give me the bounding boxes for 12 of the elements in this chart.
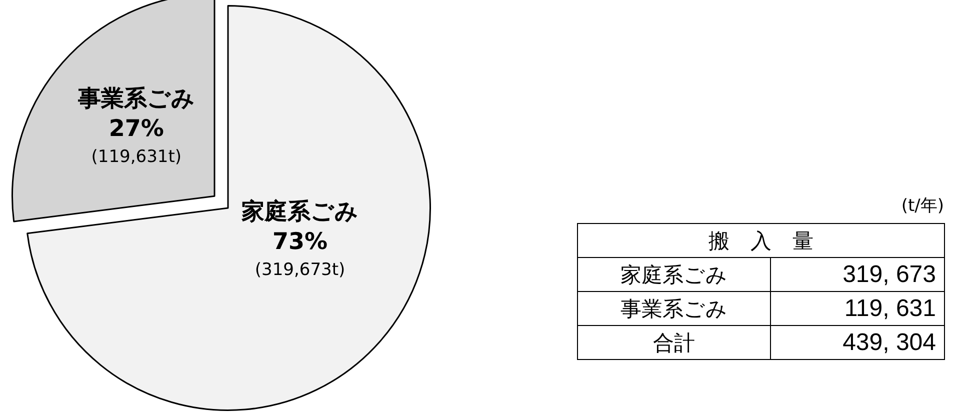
text: 119, 631 xyxy=(770,292,944,326)
text: 439, 304 xyxy=(770,326,944,360)
slice-label: 家庭系ごみ xyxy=(240,198,358,225)
category-label: 家庭系ごみ xyxy=(620,262,728,286)
text: (t/年) xyxy=(901,195,944,217)
text: 319, 673 xyxy=(770,258,944,292)
text: 搬 入 量 xyxy=(578,224,944,258)
slice-label: 事業系ごみ xyxy=(76,86,195,112)
category-label: 事業系ごみ xyxy=(620,296,728,320)
data-label: 27% (119,631t) xyxy=(91,116,182,168)
data-label: 73% (319,673t) xyxy=(254,229,346,280)
text: 合計 xyxy=(578,326,770,360)
